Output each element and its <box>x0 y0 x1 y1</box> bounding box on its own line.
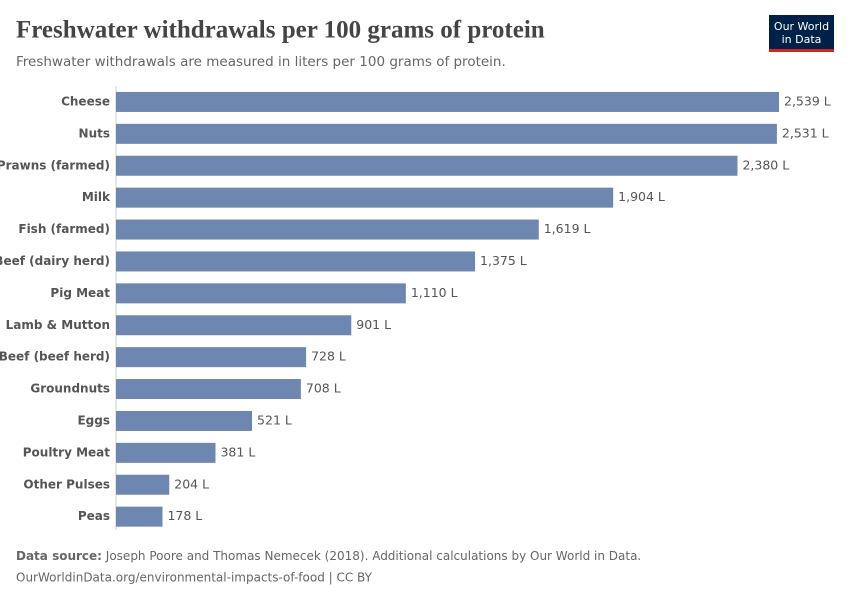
source-text: Joseph Poore and Thomas Nemecek (2018). … <box>105 549 641 563</box>
category-label: Pig Meat <box>50 286 110 300</box>
bar <box>116 379 301 400</box>
bar <box>116 315 352 336</box>
source-label: Data source: <box>16 549 102 563</box>
value-label: 2,539 L <box>784 93 831 108</box>
bar <box>116 155 738 176</box>
bar <box>116 283 406 304</box>
category-label: Milk <box>82 190 111 204</box>
category-label: Beef (dairy herd) <box>0 254 110 268</box>
bar <box>116 251 476 272</box>
value-label: 728 L <box>311 349 346 364</box>
bar <box>116 506 163 527</box>
value-label: 178 L <box>167 508 202 523</box>
value-label: 1,375 L <box>480 253 527 268</box>
value-label: 2,531 L <box>782 125 829 140</box>
bar <box>116 123 777 144</box>
bar <box>116 442 216 463</box>
value-label: 204 L <box>174 476 209 491</box>
logo-text: in Data <box>782 33 822 46</box>
category-label: Nuts <box>79 126 110 140</box>
category-label: Prawns (farmed) <box>0 158 110 172</box>
value-label: 901 L <box>356 317 391 332</box>
category-label: Poultry Meat <box>23 445 111 459</box>
category-label: Peas <box>78 509 110 523</box>
bar <box>116 474 170 495</box>
bar <box>116 187 614 208</box>
logo-text: Our World <box>774 20 829 33</box>
logo-box <box>769 15 834 52</box>
category-label: Fish (farmed) <box>18 222 110 236</box>
value-label: 1,904 L <box>618 189 665 204</box>
value-label: 381 L <box>220 444 255 459</box>
chart-subtitle: Freshwater withdrawals are measured in l… <box>16 54 506 70</box>
category-label: Eggs <box>77 413 110 427</box>
category-label: Beef (beef herd) <box>0 350 110 364</box>
bar <box>116 219 539 240</box>
bar <box>116 347 307 368</box>
value-label: 1,619 L <box>544 221 591 236</box>
bar <box>116 410 253 431</box>
value-label: 2,380 L <box>742 157 789 172</box>
category-label: Lamb & Mutton <box>6 318 110 332</box>
value-label: 1,110 L <box>411 285 458 300</box>
value-label: 521 L <box>257 412 292 427</box>
bar <box>116 91 779 112</box>
category-label: Other Pulses <box>23 477 110 491</box>
logo-stripe <box>769 49 834 52</box>
source-line: Data source: Joseph Poore and Thomas Nem… <box>16 549 641 563</box>
url-line: OurWorldinData.org/environmental-impacts… <box>16 571 373 585</box>
value-label: 708 L <box>306 381 341 396</box>
category-label: Cheese <box>61 94 110 108</box>
chart-title: Freshwater withdrawals per 100 grams of … <box>16 17 545 44</box>
category-label: Groundnuts <box>30 382 110 396</box>
